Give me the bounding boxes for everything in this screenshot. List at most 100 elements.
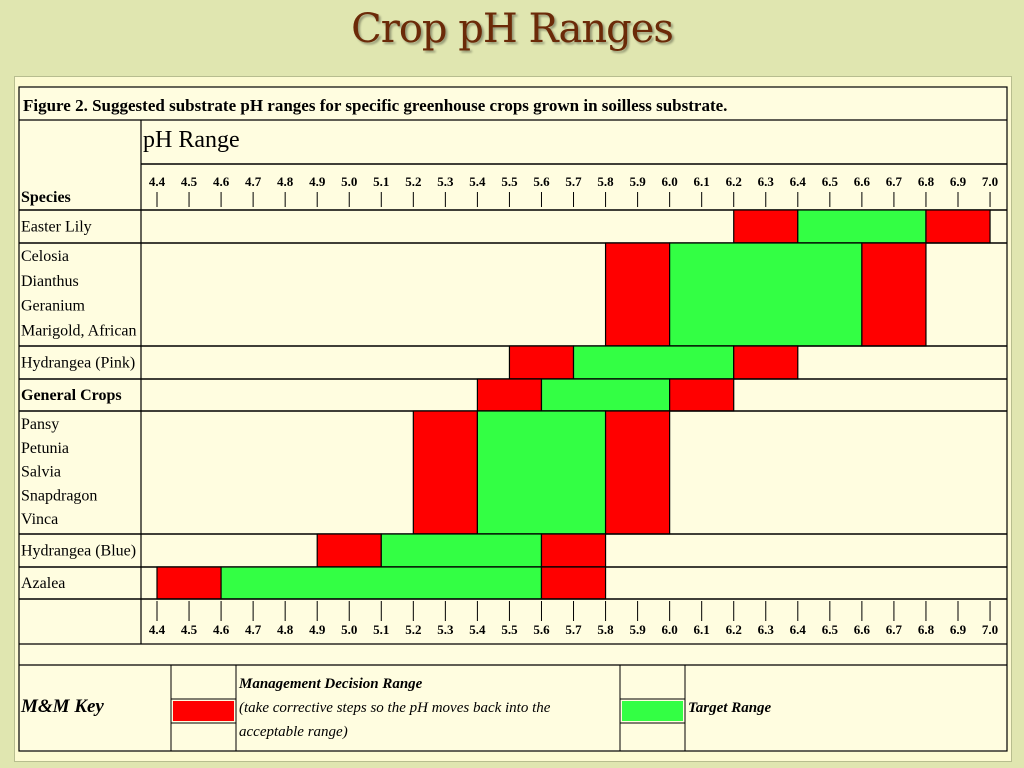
top-axis-tick-label: 5.4 — [469, 174, 486, 189]
management-swatch — [173, 701, 234, 721]
top-axis-tick-label: 6.7 — [886, 174, 903, 189]
target-range-bar — [540, 378, 671, 412]
top-axis-tick-label: 5.3 — [437, 174, 454, 189]
species-label: Species — [21, 189, 71, 206]
top-axis-tick-label: 5.2 — [405, 174, 421, 189]
top-axis-tick-label: 4.4 — [149, 174, 166, 189]
bottom-axis-tick-label: 5.3 — [437, 622, 454, 637]
top-axis-tick-label: 4.9 — [309, 174, 326, 189]
top-axis-tick-label: 6.5 — [822, 174, 839, 189]
species-name: Snapdragon — [21, 487, 97, 504]
top-axis-tick-label: 6.3 — [758, 174, 775, 189]
target-range-bar — [476, 410, 607, 535]
species-name: Azalea — [21, 575, 65, 592]
top-axis-tick-label: 4.5 — [181, 174, 198, 189]
bottom-axis-tick-label: 6.7 — [886, 622, 903, 637]
species-name: Hydrangea (Blue) — [21, 543, 136, 560]
top-axis-tick-label: 5.7 — [565, 174, 582, 189]
top-axis-tick-label: 5.1 — [373, 174, 389, 189]
management-note: (take corrective steps so the pH moves b… — [239, 700, 551, 716]
bottom-axis-tick-label: 6.1 — [694, 622, 710, 637]
target-range-bar — [669, 242, 863, 347]
bottom-axis-tick-label: 4.5 — [181, 622, 198, 637]
management-range-bar — [540, 566, 607, 600]
top-axis-tick-label: 6.2 — [726, 174, 742, 189]
management-range-bar — [925, 209, 991, 244]
bottom-axis-tick-label: 5.5 — [501, 622, 518, 637]
top-axis-tick-label: 6.6 — [854, 174, 871, 189]
bottom-axis-tick-label: 6.2 — [726, 622, 742, 637]
slide-title: Crop pH Ranges — [351, 6, 674, 52]
top-axis-tick-label: 5.9 — [629, 174, 646, 189]
bottom-axis-tick-label: 5.8 — [597, 622, 614, 637]
target-range-bar — [220, 566, 543, 600]
management-range-bar — [156, 566, 222, 600]
bottom-axis-tick-label: 6.5 — [822, 622, 839, 637]
management-range-bar — [476, 378, 543, 412]
bottom-axis-tick-label: 6.3 — [758, 622, 775, 637]
species-name: Petunia — [21, 440, 69, 457]
bottom-axis-tick-label: 4.6 — [213, 622, 230, 637]
management-range-bar — [604, 242, 671, 347]
top-axis-tick-label: 6.1 — [694, 174, 710, 189]
top-axis-tick-label: 5.6 — [533, 174, 550, 189]
top-axis-tick-label: 5.8 — [597, 174, 614, 189]
management-label: Management Decision Range — [238, 676, 423, 692]
species-name: Celosia — [21, 248, 69, 265]
figure-caption: Figure 2. Suggested substrate pH ranges … — [23, 96, 727, 115]
species-name: Marigold, African — [21, 322, 137, 339]
target-range-bar — [797, 209, 927, 244]
top-axis-tick-label: 4.6 — [213, 174, 230, 189]
figure-panel: Figure 2. Suggested substrate pH ranges … — [14, 76, 1012, 762]
species-name: Hydrangea (Pink) — [21, 355, 135, 372]
species-name: Easter Lily — [21, 219, 92, 236]
species-name: Salvia — [21, 464, 61, 481]
bottom-axis-tick-label: 5.2 — [405, 622, 421, 637]
bottom-axis-tick-label: 6.6 — [854, 622, 871, 637]
species-name: Geranium — [21, 298, 86, 315]
bottom-axis-tick-label: 4.9 — [309, 622, 326, 637]
bottom-axis-tick-label: 6.9 — [950, 622, 967, 637]
species-name: Dianthus — [21, 273, 79, 290]
bottom-axis-tick-label: 7.0 — [982, 622, 998, 637]
top-axis-tick-label: 4.8 — [277, 174, 294, 189]
top-axis-tick-label: 6.9 — [950, 174, 967, 189]
ph-range-chart: Figure 2. Suggested substrate pH ranges … — [18, 86, 1008, 752]
ph-range-label: pH Range — [143, 127, 240, 153]
bottom-axis-tick-label: 6.4 — [790, 622, 807, 637]
top-axis-tick-label: 6.4 — [790, 174, 807, 189]
management-range-bar — [540, 533, 607, 568]
bottom-axis-tick-label: 5.6 — [533, 622, 550, 637]
species-name: General Crops — [21, 387, 122, 404]
bottom-axis-tick-label: 4.4 — [149, 622, 166, 637]
bottom-axis-tick-label: 6.8 — [918, 622, 935, 637]
species-name: Vinca — [21, 511, 58, 528]
management-note: acceptable range) — [239, 724, 348, 740]
top-axis-tick-label: 4.7 — [245, 174, 262, 189]
management-range-bar — [604, 410, 671, 535]
management-range-bar — [861, 242, 927, 347]
bottom-axis-tick-label: 5.9 — [629, 622, 646, 637]
bottom-axis-tick-label: 5.1 — [373, 622, 389, 637]
target-range-bar — [380, 533, 543, 568]
top-axis-tick-label: 7.0 — [982, 174, 998, 189]
target-label: Target Range — [688, 700, 772, 716]
top-axis-tick-label: 6.8 — [918, 174, 935, 189]
management-range-bar — [733, 209, 799, 244]
bottom-axis-tick-label: 4.8 — [277, 622, 294, 637]
bottom-axis-tick-label: 5.4 — [469, 622, 486, 637]
top-axis-tick-label: 6.0 — [662, 174, 678, 189]
bottom-axis-tick-label: 5.7 — [565, 622, 582, 637]
management-range-bar — [508, 345, 575, 380]
management-range-bar — [733, 345, 799, 380]
target-swatch — [622, 701, 683, 721]
species-name: Pansy — [21, 416, 59, 433]
bottom-axis-tick-label: 4.7 — [245, 622, 262, 637]
management-range-bar — [412, 410, 479, 535]
target-range-bar — [572, 345, 735, 380]
management-range-bar — [669, 378, 735, 412]
bottom-axis-tick-label: 5.0 — [341, 622, 357, 637]
top-axis-tick-label: 5.0 — [341, 174, 357, 189]
management-range-bar — [316, 533, 382, 568]
key-title: M&M Key — [20, 696, 104, 717]
